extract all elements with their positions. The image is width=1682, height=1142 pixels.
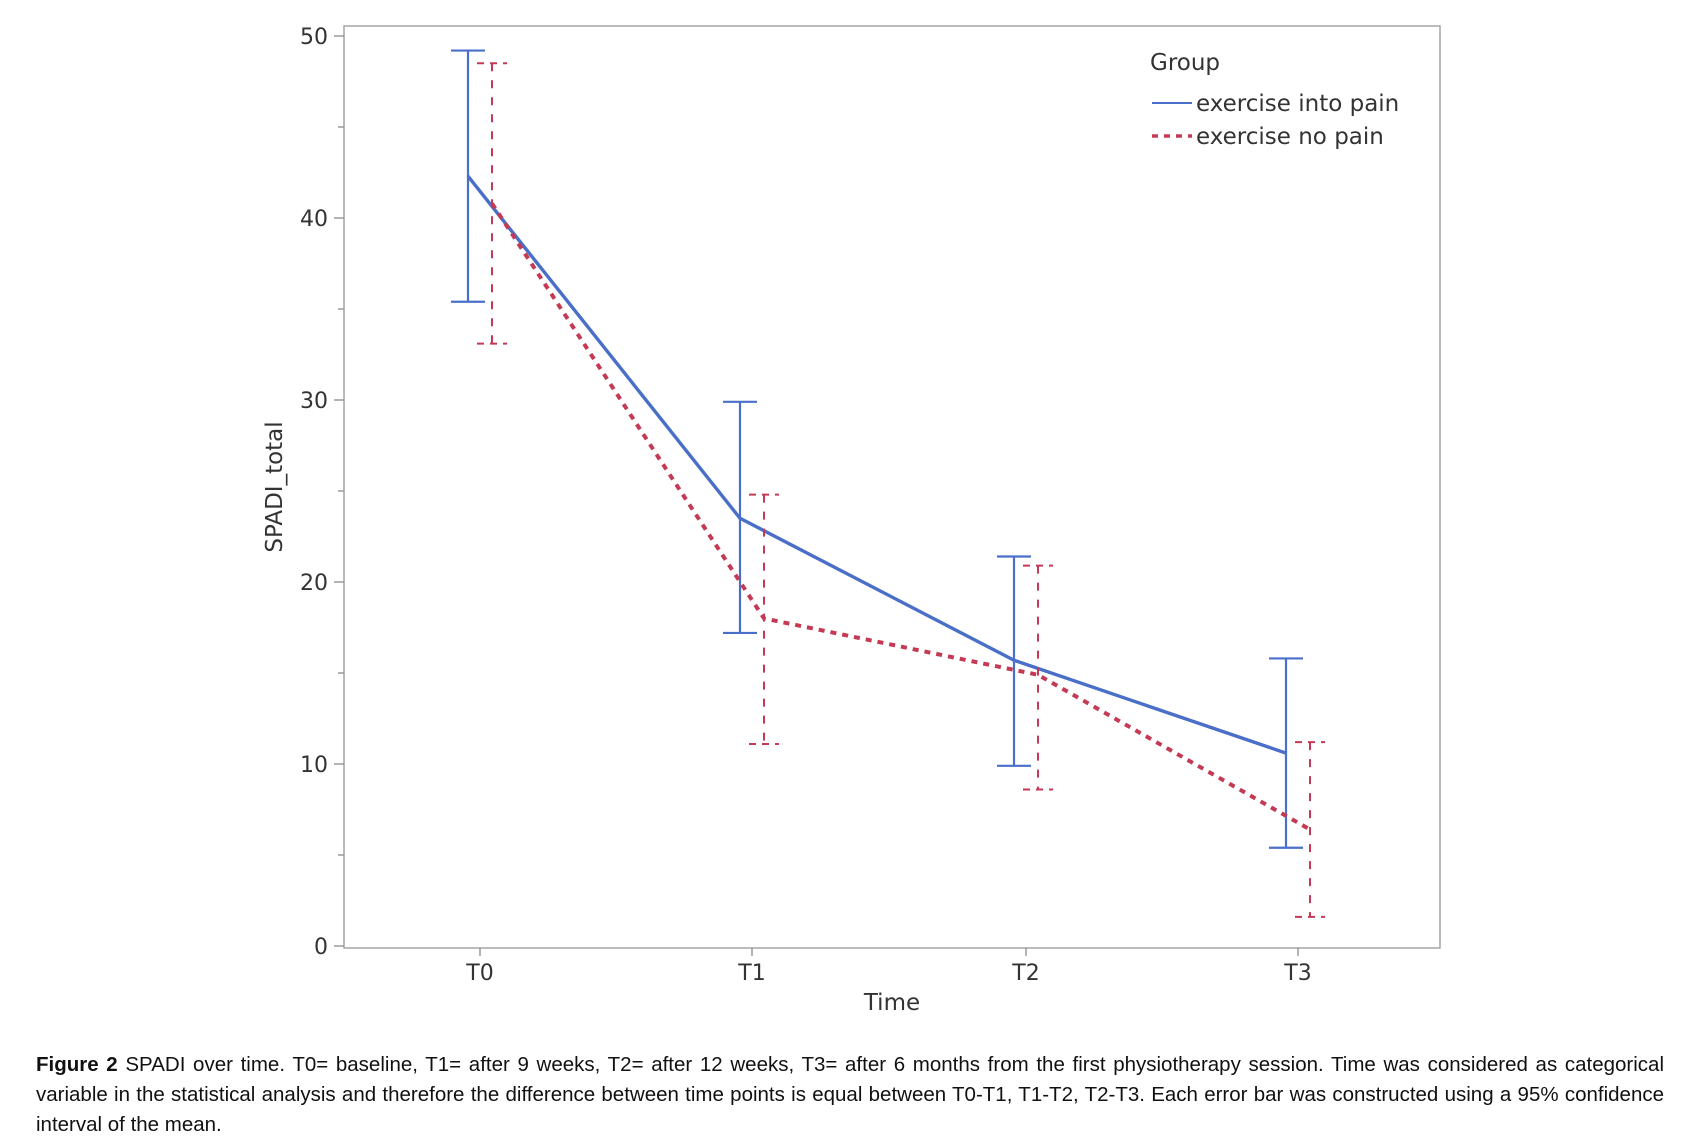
x-tick-label: T2 <box>1011 961 1039 986</box>
series-layer <box>451 49 1325 918</box>
y-axis-title: SPADI_total <box>262 421 288 552</box>
series-line <box>490 202 1311 832</box>
y-axis: 0 10 20 30 40 50 <box>300 25 344 960</box>
line-chart: 0 10 20 30 40 50 T0 T1 T2 T3 Group exercise into … <box>262 25 1441 1016</box>
error-bars <box>477 62 1325 918</box>
x-tick-label: T0 <box>465 961 493 986</box>
y-tick-label: 20 <box>300 571 328 596</box>
legend: Group exercise into pain exercise no pain <box>1150 50 1399 150</box>
y-tick-label: 40 <box>300 207 328 232</box>
figure-caption: Figure 2 SPADI over time. T0= baseline, … <box>36 1050 1664 1140</box>
legend-entry-label: exercise no pain <box>1196 124 1384 150</box>
legend-title: Group <box>1150 50 1220 76</box>
figure-label: Figure 2 <box>36 1053 118 1076</box>
figure-caption-text: SPADI over time. T0= baseline, T1= after… <box>36 1053 1664 1136</box>
series-exercise-no-pain <box>477 62 1325 918</box>
x-tick-label: T1 <box>737 961 765 986</box>
x-tick-label: T3 <box>1283 961 1311 986</box>
plot-frame <box>343 25 1441 949</box>
y-tick-label: 30 <box>300 389 328 414</box>
error-bars <box>451 49 1303 849</box>
chart-area: 0 10 20 30 40 50 T0 T1 T2 T3 Group exercise into … <box>262 25 1441 1016</box>
x-axis: T0 T1 T2 T3 <box>465 948 1312 986</box>
series-exercise-into-pain <box>451 49 1303 849</box>
x-axis-title: Time <box>863 990 920 1016</box>
y-tick-label: 50 <box>300 25 328 50</box>
series-line <box>466 175 1287 755</box>
y-tick-label: 10 <box>300 753 328 778</box>
y-tick-label: 0 <box>314 935 328 960</box>
legend-entry-label: exercise into pain <box>1196 91 1399 117</box>
